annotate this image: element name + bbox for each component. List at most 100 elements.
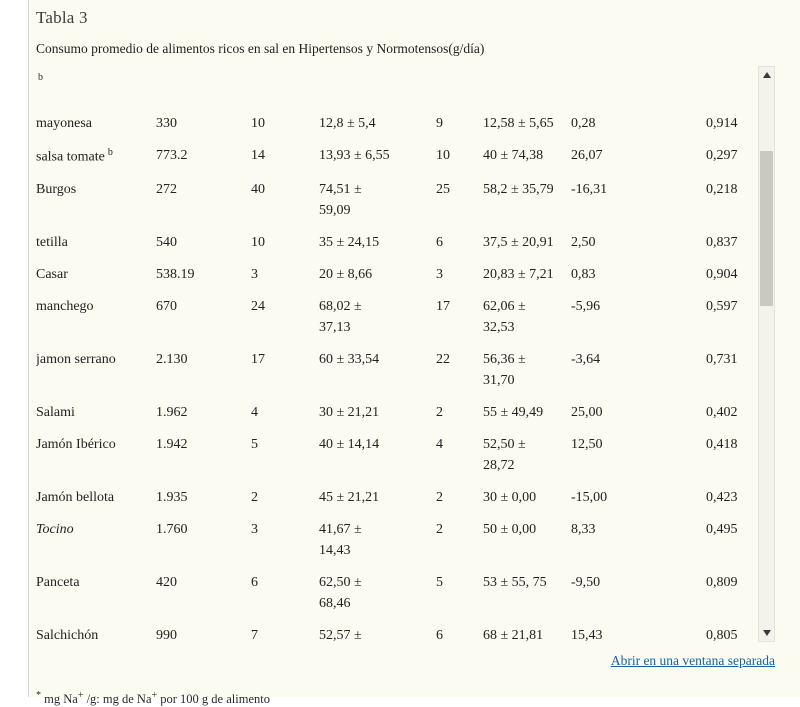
media-hipertensos-cell: 13,93 ± 6,55 <box>319 148 390 163</box>
food-name: Salami <box>36 404 75 420</box>
p-value-cell: 0,731 <box>706 351 738 367</box>
diferencia-cell: 8,33 <box>571 521 596 537</box>
n-hipertensos-cell: 24 <box>251 298 265 314</box>
footnote-text-2: /g: mg de Na <box>83 692 152 707</box>
n-hipertensos-cell: 6 <box>251 574 258 590</box>
n-hipertensos-cell: 17 <box>251 351 265 367</box>
table-row: Tocino 1.760 3 41,67 ± 14,43 2 50 ± 0,00… <box>36 514 756 567</box>
foods-data-table: mayonesa 330 10 12,8 ± 5,4 9 12,58 ± 5,6… <box>36 108 756 642</box>
food-name: manchego <box>36 298 94 314</box>
media-hipertensos-cell: 30 ± 21,21 <box>319 404 380 420</box>
diferencia-cell: -9,50 <box>571 574 601 590</box>
table-scroll-container[interactable]: b mayonesa 330 10 12,8 ± 5,4 9 12,58 ± 5… <box>36 66 775 642</box>
n-hipertensos-cell: 5 <box>251 436 258 452</box>
table-row: Jamón bellota 1.935 2 45 ± 21,21 2 30 ± … <box>36 482 756 514</box>
sodium-content-cell: 990 <box>156 627 177 642</box>
food-name-cell: Jamón bellota <box>36 482 156 514</box>
scroll-up-button[interactable] <box>759 67 774 83</box>
food-name-cell: salsa tomate b <box>36 140 156 174</box>
media-hipertensos-cell: 20 ± 8,66 <box>319 266 373 282</box>
article-table-section: Tabla 3 Consumo promedio de alimentos ri… <box>28 0 800 706</box>
media-normotensos-cell: 37,5 ± 20,91 <box>483 234 554 250</box>
sodium-content-cell: 420 <box>156 574 177 590</box>
diferencia-cell: -3,64 <box>571 351 601 367</box>
scrollbar-track[interactable] <box>759 84 774 624</box>
food-name: jamon serrano <box>36 351 116 367</box>
down-arrow-icon <box>762 630 771 636</box>
table-row: mayonesa 330 10 12,8 ± 5,4 9 12,58 ± 5,6… <box>36 108 756 140</box>
food-footnote-marker: b <box>107 147 113 158</box>
food-name: Jamón Ibérico <box>36 436 116 452</box>
diferencia-cell: 0,28 <box>571 116 596 131</box>
media-normotensos-cell: 50 ± 0,00 <box>483 521 537 537</box>
media-hipertensos-cell: 35 ± 24,15 <box>319 234 380 250</box>
food-name-cell: manchego <box>36 291 156 344</box>
media-normotensos-cell: 12,58 ± 5,65 <box>483 116 554 131</box>
n-hipertensos-cell: 10 <box>251 234 265 250</box>
food-name-cell: mayonesa <box>36 108 156 140</box>
footnote-text-3: por 100 g de alimento <box>157 692 270 707</box>
open-in-separate-window-link[interactable]: Abrir en una ventana separada <box>610 653 775 668</box>
table-row: jamon serrano 2.130 17 60 ± 33,54 22 56,… <box>36 344 756 397</box>
footnote-sup-plus-1: + <box>77 690 84 701</box>
sodium-content-cell: 330 <box>156 116 177 131</box>
food-name-cell: Jamón Ibérico <box>36 429 156 482</box>
n-normotensos-cell: 2 <box>436 521 443 537</box>
table-row: Casar 538.19 3 20 ± 8,66 3 20,83 ± 7,21 … <box>36 259 756 291</box>
clipped-footnote-marker: b <box>38 72 43 83</box>
food-name: Casar <box>36 266 68 282</box>
diferencia-cell: 25,00 <box>571 404 603 420</box>
sodium-content-cell: 2.130 <box>156 351 188 367</box>
n-normotensos-cell: 5 <box>436 574 443 590</box>
media-normotensos-cell: 20,83 ± 7,21 <box>483 266 554 282</box>
diferencia-cell: 12,50 <box>571 436 603 452</box>
n-hipertensos-cell: 10 <box>251 116 265 131</box>
n-hipertensos-cell: 40 <box>251 181 265 197</box>
diferencia-cell: 15,43 <box>571 627 603 642</box>
p-value-cell: 0,402 <box>706 404 738 420</box>
vertical-scrollbar[interactable] <box>758 66 775 642</box>
footnote-sup-plus-2: + <box>151 690 158 701</box>
n-normotensos-cell: 10 <box>436 148 450 163</box>
media-normotensos-cell: 55 ± 49,49 <box>483 404 544 420</box>
food-name: Panceta <box>36 574 80 590</box>
table-row: Burgos 272 40 74,51 ± 59,09 25 58,2 ± 35… <box>36 174 756 227</box>
p-value-cell: 0,809 <box>706 574 738 590</box>
sodium-content-cell: 540 <box>156 234 177 250</box>
footnote-text-1: mg Na <box>44 692 78 707</box>
p-value-cell: 0,423 <box>706 489 738 505</box>
diferencia-cell: 26,07 <box>571 148 603 163</box>
food-name-cell: Salchichón <box>36 620 156 642</box>
scrollbar-thumb[interactable] <box>760 151 773 306</box>
p-value-cell: 0,495 <box>706 521 738 537</box>
media-normotensos-cell: 62,06 ± 32,53 <box>483 298 526 335</box>
table-footnote: * mg Na+ /g: mg de Na+ por 100 g de alim… <box>36 690 800 707</box>
media-normotensos-cell: 58,2 ± 35,79 <box>483 181 554 197</box>
n-normotensos-cell: 17 <box>436 298 450 314</box>
n-normotensos-cell: 25 <box>436 181 450 197</box>
media-normotensos-cell: 53 ± 55, 75 <box>483 574 547 590</box>
table-row: Jamón Ibérico 1.942 5 40 ± 14,14 4 52,50… <box>36 429 756 482</box>
sodium-content-cell: 773.2 <box>156 148 188 163</box>
diferencia-cell: -15,00 <box>571 489 608 505</box>
n-hipertensos-cell: 7 <box>251 627 258 642</box>
sodium-content-cell: 670 <box>156 298 177 314</box>
sodium-content-cell: 1.935 <box>156 489 188 505</box>
media-normotensos-cell: 40 ± 74,38 <box>483 148 544 163</box>
scroll-down-button[interactable] <box>759 625 774 641</box>
food-name-cell: Burgos <box>36 174 156 227</box>
table-row: tetilla 540 10 35 ± 24,15 6 37,5 ± 20,91… <box>36 227 756 259</box>
media-hipertensos-cell: 12,8 ± 5,4 <box>319 116 376 131</box>
food-name-cell: Casar <box>36 259 156 291</box>
n-hipertensos-cell: 3 <box>251 266 258 282</box>
n-normotensos-cell: 4 <box>436 436 443 452</box>
p-value-cell: 0,597 <box>706 298 738 314</box>
sodium-content-cell: 272 <box>156 181 177 197</box>
diferencia-cell: -5,96 <box>571 298 601 314</box>
food-name: Tocino <box>36 521 74 537</box>
table-body: mayonesa 330 10 12,8 ± 5,4 9 12,58 ± 5,6… <box>36 108 756 642</box>
sodium-content-cell: 538.19 <box>156 266 195 282</box>
n-normotensos-cell: 2 <box>436 404 443 420</box>
table-row: salsa tomate b 773.2 14 13,93 ± 6,55 10 4… <box>36 140 756 174</box>
p-value-cell: 0,297 <box>706 148 738 163</box>
